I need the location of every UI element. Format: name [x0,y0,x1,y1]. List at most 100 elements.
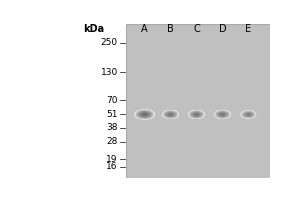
Ellipse shape [247,114,250,115]
Ellipse shape [164,111,177,118]
Ellipse shape [221,114,224,115]
FancyBboxPatch shape [126,24,270,178]
Ellipse shape [170,114,171,115]
Ellipse shape [217,111,228,117]
Ellipse shape [247,114,250,115]
Ellipse shape [243,111,254,117]
Ellipse shape [134,109,155,120]
Ellipse shape [162,110,179,119]
Text: 250: 250 [100,38,118,47]
Ellipse shape [164,111,177,118]
Ellipse shape [243,112,254,117]
Ellipse shape [163,111,178,118]
Ellipse shape [190,111,203,118]
Ellipse shape [217,112,228,117]
Ellipse shape [241,111,256,118]
Ellipse shape [245,113,251,116]
Ellipse shape [216,111,229,118]
Text: 28: 28 [106,137,118,146]
Ellipse shape [169,114,172,115]
Ellipse shape [196,114,197,115]
Ellipse shape [142,113,147,116]
Ellipse shape [136,110,154,119]
Ellipse shape [169,114,172,115]
Ellipse shape [194,113,199,116]
Ellipse shape [137,111,152,118]
Ellipse shape [138,111,152,118]
Ellipse shape [194,113,200,116]
Ellipse shape [218,112,227,117]
Text: B: B [167,24,174,34]
Ellipse shape [166,112,175,117]
Ellipse shape [167,113,174,116]
Ellipse shape [136,110,153,119]
Ellipse shape [191,112,202,117]
Ellipse shape [162,110,179,119]
Ellipse shape [222,114,223,115]
Ellipse shape [165,111,176,117]
Ellipse shape [221,114,224,115]
Text: 51: 51 [106,110,118,119]
Ellipse shape [140,112,149,117]
Ellipse shape [190,111,203,118]
Text: 19: 19 [106,155,118,164]
Ellipse shape [215,111,230,118]
Ellipse shape [138,111,151,118]
Text: C: C [193,24,200,34]
Ellipse shape [188,110,205,119]
Ellipse shape [170,114,171,115]
Ellipse shape [193,112,200,117]
Ellipse shape [194,113,199,116]
Ellipse shape [196,114,197,115]
Ellipse shape [242,111,254,118]
Ellipse shape [220,113,225,116]
Ellipse shape [219,113,226,116]
Ellipse shape [144,114,145,115]
Ellipse shape [246,113,251,116]
Ellipse shape [193,113,200,116]
Ellipse shape [137,111,152,118]
Ellipse shape [165,112,176,117]
Ellipse shape [135,110,154,119]
Ellipse shape [241,110,256,118]
Text: D: D [219,24,226,34]
Ellipse shape [139,112,150,117]
Ellipse shape [246,113,250,116]
Ellipse shape [191,111,202,117]
Ellipse shape [195,114,198,115]
Ellipse shape [246,113,251,116]
Ellipse shape [143,114,146,115]
Ellipse shape [168,113,173,116]
Ellipse shape [166,112,175,117]
Text: 16: 16 [106,162,118,171]
Ellipse shape [167,112,174,117]
Ellipse shape [141,113,148,116]
Ellipse shape [215,111,229,118]
Ellipse shape [244,112,253,117]
Ellipse shape [214,110,231,119]
Ellipse shape [218,112,226,117]
Ellipse shape [167,113,174,116]
Ellipse shape [140,112,150,117]
Ellipse shape [240,110,256,119]
Ellipse shape [219,113,226,116]
Ellipse shape [220,113,225,116]
Ellipse shape [214,110,231,119]
Ellipse shape [216,111,229,118]
Ellipse shape [140,112,149,117]
Ellipse shape [244,112,252,117]
Ellipse shape [244,112,253,117]
Ellipse shape [135,109,155,119]
Ellipse shape [242,111,255,118]
Ellipse shape [189,111,204,118]
Ellipse shape [222,114,223,115]
Ellipse shape [218,112,227,117]
Ellipse shape [248,114,249,115]
Ellipse shape [214,110,230,119]
Ellipse shape [164,111,178,118]
Ellipse shape [192,112,201,117]
Ellipse shape [190,111,202,118]
Ellipse shape [188,110,205,119]
Text: E: E [245,24,251,34]
Ellipse shape [242,111,255,118]
